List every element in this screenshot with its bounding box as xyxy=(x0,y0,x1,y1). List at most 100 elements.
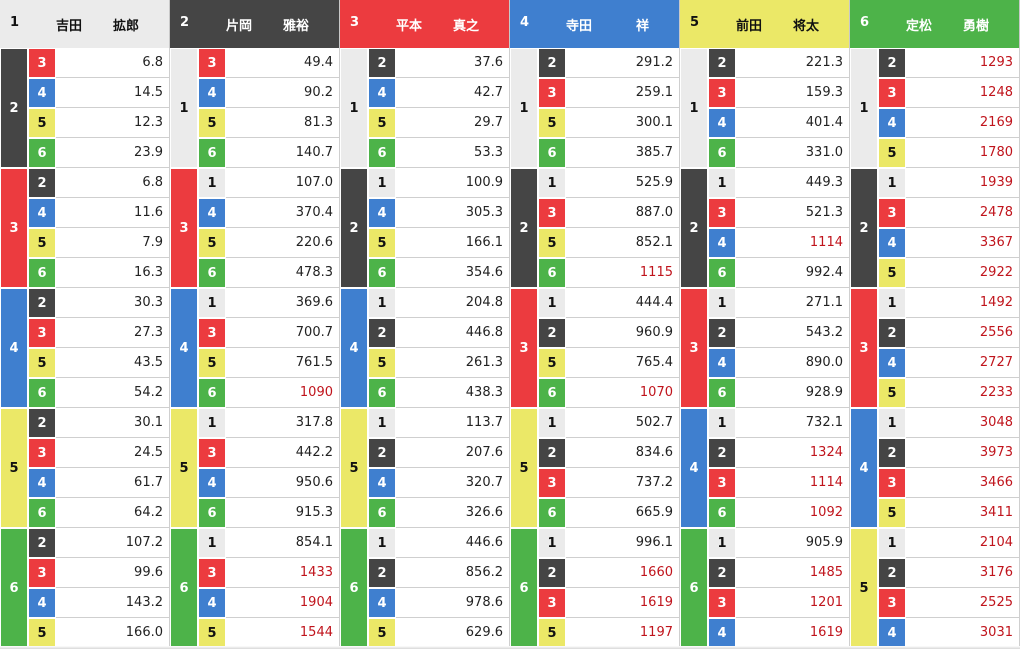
second-place-cell: 5 xyxy=(0,408,28,528)
odds-value: 1544 xyxy=(226,618,340,648)
third-place-cell: 5 xyxy=(538,618,566,648)
third-place-cell: 4 xyxy=(28,78,56,108)
odds-value: 478.3 xyxy=(226,258,340,288)
third-place-cell: 6 xyxy=(28,138,56,168)
odds-value: 2169 xyxy=(906,108,1020,138)
third-place-cell: 4 xyxy=(198,198,226,228)
racer-given-name: 雅裕 xyxy=(282,19,309,34)
odds-value: 2478 xyxy=(906,198,1020,228)
third-place-cell: 5 xyxy=(878,498,906,528)
odds-value: 369.6 xyxy=(226,288,340,318)
third-place-cell: 1 xyxy=(368,408,396,438)
odds-value: 1904 xyxy=(226,588,340,618)
odds-value: 449.3 xyxy=(736,168,850,198)
racer-given-name: 将太 xyxy=(792,19,819,34)
odds-value: 100.9 xyxy=(396,168,510,198)
third-place-cell: 4 xyxy=(198,588,226,618)
second-place-cell: 1 xyxy=(510,48,538,168)
odds-value: 856.2 xyxy=(396,558,510,588)
odds-value: 300.1 xyxy=(566,108,680,138)
odds-value: 331.0 xyxy=(736,138,850,168)
third-place-cell: 2 xyxy=(708,48,736,78)
second-place-cell: 4 xyxy=(0,288,28,408)
third-place-cell: 4 xyxy=(28,468,56,498)
third-place-cell: 3 xyxy=(28,438,56,468)
third-place-cell: 6 xyxy=(28,378,56,408)
third-place-cell: 4 xyxy=(878,618,906,648)
third-place-cell: 6 xyxy=(368,498,396,528)
odds-value: 1619 xyxy=(566,588,680,618)
third-place-cell: 1 xyxy=(198,288,226,318)
second-place-cell: 5 xyxy=(850,528,878,648)
third-place-cell: 6 xyxy=(198,138,226,168)
racer-given-name: 拡郎 xyxy=(112,19,139,34)
third-place-cell: 6 xyxy=(368,258,396,288)
third-place-cell: 2 xyxy=(368,558,396,588)
second-place-cell: 6 xyxy=(680,528,708,648)
third-place-cell: 2 xyxy=(878,558,906,588)
third-place-cell: 5 xyxy=(28,108,56,138)
odds-value: 1114 xyxy=(736,228,850,258)
third-place-cell: 1 xyxy=(198,168,226,198)
third-place-cell: 2 xyxy=(368,48,396,78)
odds-value: 438.3 xyxy=(396,378,510,408)
boat-panel-3: 3 平本 真之 1 2 37.6 4 42.7 5 29.7 6 53.3 2 1 100.9 4 305.3 5… xyxy=(340,0,510,649)
second-place-cell: 2 xyxy=(850,168,878,288)
odds-value: 271.1 xyxy=(736,288,850,318)
odds-value: 3466 xyxy=(906,468,1020,498)
second-place-cell: 3 xyxy=(680,288,708,408)
third-place-cell: 2 xyxy=(28,528,56,558)
odds-value: 291.2 xyxy=(566,48,680,78)
third-place-cell: 3 xyxy=(28,48,56,78)
third-place-cell: 1 xyxy=(198,528,226,558)
odds-value: 14.5 xyxy=(56,78,170,108)
third-place-cell: 4 xyxy=(28,198,56,228)
third-place-cell: 4 xyxy=(708,228,736,258)
third-place-cell: 6 xyxy=(538,258,566,288)
boat-panel-1: 1 吉田 拡郎 2 3 6.8 4 14.5 5 12.3 6 23.9 3 2 6.8 4 11.6 5 7.9 6… xyxy=(0,0,170,649)
odds-value: 854.1 xyxy=(226,528,340,558)
third-place-cell: 2 xyxy=(28,408,56,438)
odds-value: 852.1 xyxy=(566,228,680,258)
third-place-cell: 5 xyxy=(368,348,396,378)
odds-value: 401.4 xyxy=(736,108,850,138)
third-place-cell: 5 xyxy=(878,258,906,288)
boat-header-2: 2 片岡 雅裕 xyxy=(170,0,340,48)
odds-value: 1433 xyxy=(226,558,340,588)
odds-value: 30.3 xyxy=(56,288,170,318)
third-place-cell: 5 xyxy=(538,348,566,378)
third-place-cell: 2 xyxy=(538,438,566,468)
third-place-cell: 6 xyxy=(368,138,396,168)
odds-value: 16.3 xyxy=(56,258,170,288)
third-place-cell: 1 xyxy=(538,408,566,438)
odds-value: 23.9 xyxy=(56,138,170,168)
third-place-cell: 4 xyxy=(368,468,396,498)
third-place-cell: 3 xyxy=(708,198,736,228)
third-place-cell: 6 xyxy=(198,258,226,288)
third-place-cell: 5 xyxy=(198,618,226,648)
boat-panel-4: 4 寺田祥 1 2 291.2 3 259.1 5 300.1 6 385.7 2 1 525.9 3 887… xyxy=(510,0,680,649)
odds-value: 887.0 xyxy=(566,198,680,228)
third-place-cell: 1 xyxy=(878,408,906,438)
third-place-cell: 6 xyxy=(198,378,226,408)
third-place-cell: 3 xyxy=(708,78,736,108)
odds-value: 1660 xyxy=(566,558,680,588)
boat-number: 2 xyxy=(180,15,190,30)
second-place-cell: 2 xyxy=(680,168,708,288)
third-place-cell: 5 xyxy=(198,348,226,378)
third-place-cell: 3 xyxy=(28,558,56,588)
odds-value: 1115 xyxy=(566,258,680,288)
boat-number: 5 xyxy=(690,15,700,30)
third-place-cell: 2 xyxy=(878,438,906,468)
third-place-cell: 6 xyxy=(198,498,226,528)
odds-value: 64.2 xyxy=(56,498,170,528)
odds-value: 1248 xyxy=(906,78,1020,108)
racer-given-name: 真之 xyxy=(452,19,479,34)
third-place-cell: 2 xyxy=(28,168,56,198)
third-place-cell: 2 xyxy=(538,318,566,348)
odds-value: 1619 xyxy=(736,618,850,648)
third-place-cell: 1 xyxy=(708,288,736,318)
third-place-cell: 5 xyxy=(538,108,566,138)
second-place-cell: 3 xyxy=(850,288,878,408)
odds-value: 2525 xyxy=(906,588,1020,618)
